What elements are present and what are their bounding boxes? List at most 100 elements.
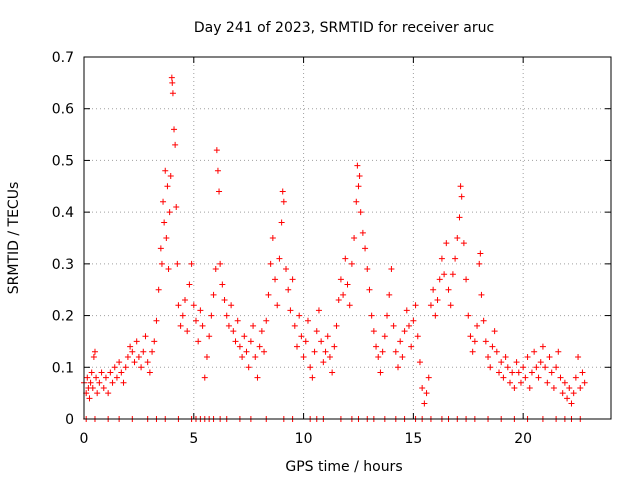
data-point: [555, 348, 562, 355]
data-point: [122, 364, 129, 371]
data-point: [399, 353, 406, 360]
data-point: [280, 198, 287, 205]
data-point: [354, 162, 361, 169]
data-point: [504, 364, 511, 371]
data-point: [511, 384, 518, 391]
data-point: [557, 374, 564, 381]
data-point: [436, 276, 443, 283]
data-point: [388, 266, 395, 273]
data-point: [346, 302, 353, 309]
data-point: [331, 343, 338, 350]
y-tick-label: 0.7: [52, 50, 74, 66]
data-point: [427, 302, 434, 309]
data-point: [456, 214, 463, 221]
data-point: [158, 260, 165, 267]
data-point: [94, 390, 101, 397]
data-point: [482, 338, 489, 345]
data-point: [570, 390, 577, 397]
data-point: [548, 369, 555, 376]
data-point: [477, 250, 484, 257]
data-point: [500, 374, 507, 381]
data-point: [581, 379, 588, 386]
y-tick-label: 0.1: [52, 360, 74, 376]
data-point: [520, 364, 527, 371]
data-point: [168, 74, 175, 81]
data-point: [221, 297, 228, 304]
data-point: [298, 333, 305, 340]
data-point: [392, 348, 399, 355]
data-point: [386, 291, 393, 298]
data-point: [480, 317, 487, 324]
data-point: [460, 240, 467, 247]
data-point: [276, 255, 283, 262]
data-point: [577, 384, 584, 391]
data-point: [485, 353, 492, 360]
data-point: [397, 338, 404, 345]
data-point: [535, 374, 542, 381]
data-point: [133, 338, 140, 345]
data-point: [91, 348, 98, 355]
data-point: [493, 348, 500, 355]
data-point: [537, 359, 544, 366]
data-point: [179, 312, 186, 319]
data-point: [487, 364, 494, 371]
data-point: [467, 333, 474, 340]
data-point: [304, 317, 311, 324]
data-point: [131, 359, 138, 366]
data-point: [291, 322, 298, 329]
data-point: [311, 348, 318, 355]
data-point: [138, 364, 145, 371]
data-point: [124, 353, 131, 360]
data-point: [236, 343, 243, 350]
data-point: [278, 219, 285, 226]
data-point: [419, 384, 426, 391]
data-point: [182, 297, 189, 304]
data-point: [164, 183, 171, 190]
data-point: [157, 245, 164, 252]
data-point: [153, 317, 160, 324]
data-point: [173, 203, 180, 210]
data-point: [506, 379, 513, 386]
data-point: [90, 353, 97, 360]
y-tick-label: 0: [65, 412, 74, 428]
data-point: [572, 374, 579, 381]
data-point: [199, 322, 206, 329]
data-point: [333, 322, 340, 329]
data-point: [88, 369, 95, 376]
data-point: [335, 297, 342, 304]
data-point: [190, 302, 197, 309]
data-point: [318, 338, 325, 345]
data-point: [395, 364, 402, 371]
data-point: [559, 390, 566, 397]
data-point: [192, 317, 199, 324]
y-tick-label: 0.5: [52, 153, 74, 169]
data-point: [370, 328, 377, 335]
data-points: [81, 74, 588, 422]
data-point: [102, 374, 109, 381]
data-point: [217, 260, 224, 267]
data-point: [144, 359, 151, 366]
data-point: [539, 343, 546, 350]
data-point: [283, 266, 290, 273]
data-point: [201, 374, 208, 381]
data-point: [171, 126, 178, 133]
data-point: [166, 209, 173, 216]
chart-title: Day 241 of 2023, SRMTID for receiver aru…: [194, 20, 494, 36]
data-point: [546, 353, 553, 360]
data-point: [175, 302, 182, 309]
data-point: [113, 374, 120, 381]
data-point: [247, 338, 254, 345]
data-point: [322, 348, 329, 355]
data-point: [265, 291, 272, 298]
data-point: [452, 255, 459, 262]
data-point: [300, 353, 307, 360]
data-point: [161, 219, 168, 226]
data-point: [84, 374, 91, 381]
data-point: [403, 307, 410, 314]
data-point: [116, 359, 123, 366]
data-point: [186, 281, 193, 288]
data-point: [263, 317, 270, 324]
data-point: [471, 338, 478, 345]
data-point: [357, 209, 364, 216]
